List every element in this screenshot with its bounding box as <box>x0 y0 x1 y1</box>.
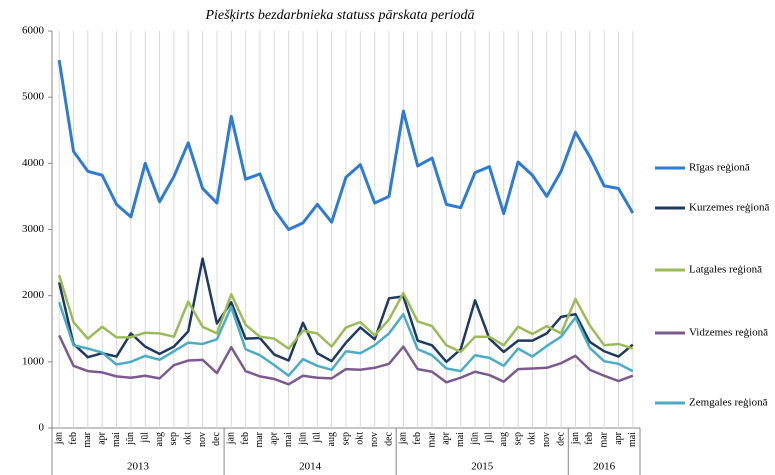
x-group-label: 2016 <box>593 461 616 473</box>
x-tick-label: nov <box>197 432 208 447</box>
y-tick-label: 6000 <box>22 25 45 37</box>
x-tick-label: jan <box>226 432 237 445</box>
x-tick-label: jūn <box>469 432 480 446</box>
x-group-label: 2013 <box>127 461 150 473</box>
x-tick-label: dec <box>383 431 394 445</box>
x-tick-label: jan <box>570 432 581 445</box>
x-tick-label: okt <box>355 432 366 445</box>
x-group-label: 2014 <box>299 461 322 473</box>
x-tick-label: nov <box>369 432 380 447</box>
x-tick-label: feb <box>240 432 251 445</box>
x-tick-label: apr <box>613 431 624 444</box>
legend-label: Latgales reģionā <box>689 264 762 276</box>
legend-label: Vidzemes reģionā <box>689 327 768 339</box>
x-tick-label: jūl <box>140 432 151 444</box>
x-tick-label: mar <box>82 431 93 447</box>
x-tick-label: jan <box>53 432 64 445</box>
series-line <box>57 301 634 377</box>
x-tick-label: nov <box>541 432 552 447</box>
y-tick-label: 3000 <box>22 223 45 235</box>
x-tick-label: okt <box>527 432 538 445</box>
y-tick-label: 2000 <box>22 289 45 301</box>
x-tick-label: jūn <box>125 432 136 446</box>
x-tick-label: aug <box>154 432 165 446</box>
x-tick-label: mar <box>254 431 265 447</box>
x-tick-label: aug <box>498 432 509 446</box>
x-tick-label: jūl <box>484 432 495 444</box>
y-tick-label: 0 <box>39 422 45 434</box>
series-line <box>57 59 635 231</box>
legend-label: Zemgales reģionā <box>689 397 768 409</box>
x-group-label: 2015 <box>471 461 494 473</box>
series-line <box>57 274 634 354</box>
x-tick-label: mai <box>111 432 122 447</box>
x-tick-label: mai <box>627 432 638 447</box>
x-tick-label: dec <box>211 431 222 445</box>
x-tick-label: jan <box>398 432 409 445</box>
y-tick-label: 4000 <box>22 157 45 169</box>
y-tick-label: 1000 <box>22 355 45 367</box>
y-tick-label: 5000 <box>22 91 45 103</box>
x-tick-label: sep <box>340 432 351 445</box>
series-line <box>58 334 634 386</box>
x-tick-label: mar <box>598 431 609 447</box>
x-tick-label: sep <box>512 432 523 445</box>
x-tick-label: apr <box>269 431 280 444</box>
chart-title: Piešķirts bezdarbnieka statuss pārskata … <box>204 8 474 23</box>
x-tick-label: apr <box>96 431 107 444</box>
x-tick-label: jūl <box>312 432 323 444</box>
x-tick-label: aug <box>326 432 337 446</box>
x-tick-label: feb <box>412 432 423 445</box>
x-tick-label: mai <box>455 432 466 447</box>
x-tick-label: okt <box>183 432 194 445</box>
x-tick-label: apr <box>441 431 452 444</box>
x-tick-label: sep <box>168 432 179 445</box>
x-tick-label: mai <box>283 432 294 447</box>
x-tick-label: dec <box>555 431 566 445</box>
x-tick-label: feb <box>68 432 79 445</box>
legend-label: Rīgas reģionā <box>689 162 750 174</box>
series-line <box>57 257 634 364</box>
x-tick-label: mar <box>426 431 437 447</box>
x-tick-label: jūn <box>297 432 308 446</box>
x-tick-label: feb <box>584 432 595 445</box>
legend-label: Kurzemes reģionā <box>689 202 769 214</box>
